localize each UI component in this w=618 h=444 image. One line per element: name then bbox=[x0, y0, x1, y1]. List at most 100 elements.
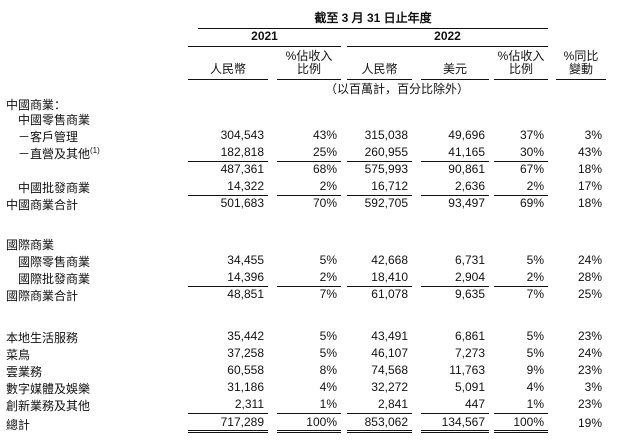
column-header-line: 人民幣 bbox=[361, 62, 398, 76]
value-cell: 60,558 bbox=[227, 363, 264, 377]
value-cell: 182,818 bbox=[188, 145, 268, 162]
table-row: 創新業務及其他 2,311 1% 2,841 447 1% 23% bbox=[0, 397, 606, 414]
value-cell: 2% bbox=[494, 270, 549, 287]
table-row: 國際商業合計 48,851 7% 61,078 9,635 7% 25% bbox=[0, 287, 606, 304]
column-header-pct-2021: %佔收入 比例 bbox=[277, 50, 341, 80]
value-cell: 16,712 bbox=[347, 179, 412, 196]
table-row: 總計 717,289 100% 853,062 134,567 100% 19% bbox=[0, 414, 606, 433]
column-header-usd-2022: 美元 bbox=[421, 63, 489, 80]
value-cell: 31,186 bbox=[227, 380, 264, 394]
row-label: 菜鳥 bbox=[0, 346, 188, 363]
table-row: 菜鳥 37,258 5% 46,107 7,273 5% 24% bbox=[0, 346, 606, 363]
row-label: 雲業務 bbox=[0, 363, 188, 380]
value-cell: 4% bbox=[526, 380, 545, 394]
year-group-row: 2021 2022 bbox=[0, 29, 606, 47]
value-cell: 260,955 bbox=[347, 145, 412, 162]
table-row: 487,361 68% 575,993 90,861 67% 18% bbox=[0, 162, 606, 179]
value-cell: 35,442 bbox=[227, 329, 264, 343]
row-label-text: 中國批發商業 bbox=[18, 181, 91, 195]
table-row: 國際批發商業 14,396 2% 18,410 2,904 2% 28% bbox=[0, 270, 606, 287]
section-label-row: 中國商業： bbox=[0, 98, 606, 113]
value-cell: 25% bbox=[577, 287, 603, 301]
value-cell: 2% bbox=[277, 179, 341, 196]
row-label: 國際商業 bbox=[0, 238, 188, 253]
row-label: 總計 bbox=[0, 414, 188, 433]
value-cell: 5% bbox=[319, 346, 337, 360]
row-label-text: 數字媒體及娛樂 bbox=[6, 382, 91, 396]
value-cell: 24% bbox=[577, 253, 603, 267]
year-group-2021: 2021 bbox=[188, 29, 341, 47]
row-label-text: 創新業務及其他 bbox=[6, 399, 91, 413]
value-cell: 487,361 bbox=[220, 162, 264, 176]
table-row: 雲業務 60,558 8% 74,568 11,763 9% 23% bbox=[0, 363, 606, 380]
footnote-marker: (1) bbox=[90, 146, 100, 155]
row-label-text: 國際商業 bbox=[6, 238, 55, 252]
value-cell: 5,091 bbox=[454, 380, 485, 394]
value-cell: 7,273 bbox=[454, 346, 485, 360]
value-cell: 7% bbox=[319, 287, 337, 301]
row-label: 中國商業合計 bbox=[0, 196, 188, 213]
value-cell: 17% bbox=[577, 179, 603, 193]
value-cell: 304,543 bbox=[220, 128, 264, 142]
row-label: 中國零售商業 bbox=[0, 113, 188, 128]
row-label-text: 國際商業合計 bbox=[6, 289, 79, 303]
value-cell: 9% bbox=[526, 363, 545, 377]
row-label-text: 雲業務 bbox=[6, 365, 43, 379]
value-cell: 8% bbox=[319, 363, 337, 377]
table-body: 中國商業： 中國零售商業 －客戶管理 304,543 43% 315,038 49,696 3… bbox=[0, 98, 606, 433]
value-cell: 43,491 bbox=[371, 329, 408, 343]
row-label-text: －直營及其他 bbox=[18, 147, 91, 161]
column-header-rmb-2022: 人民幣 bbox=[347, 63, 412, 80]
table-row: 數字媒體及娛樂 31,186 4% 32,272 5,091 4% 3% bbox=[0, 380, 606, 397]
value-cell: 41,165 bbox=[421, 145, 489, 162]
value-cell: 2,311 bbox=[188, 397, 268, 414]
value-cell: 5% bbox=[526, 253, 545, 267]
table-header: 截至 3 月 31 日止年度 2021 2022 人民幣 %佔收入 比例 人民幣 … bbox=[0, 5, 607, 98]
section-label-row: 中國零售商業 bbox=[0, 113, 606, 128]
value-cell: 24% bbox=[577, 346, 603, 360]
table-row: 本地生活服務 35,442 5% 43,491 6,861 5% 23% bbox=[0, 329, 606, 346]
value-cell: 2% bbox=[277, 270, 341, 287]
period-title: 截至 3 月 31 日止年度 bbox=[198, 11, 549, 29]
value-cell: 30% bbox=[494, 145, 549, 162]
value-cell: 18% bbox=[577, 196, 603, 210]
value-cell: 9,635 bbox=[454, 287, 485, 301]
value-cell: 42,668 bbox=[371, 253, 408, 267]
value-cell: 34,455 bbox=[227, 253, 264, 267]
column-header-line: %佔收入 bbox=[285, 49, 333, 63]
section-label-row: 國際商業 bbox=[0, 238, 606, 253]
value-cell: 69% bbox=[519, 196, 545, 210]
value-cell: 23% bbox=[577, 363, 603, 377]
row-label-text: 中國零售商業 bbox=[18, 113, 91, 127]
column-header-row: 人民幣 %佔收入 比例 人民幣 美元 %佔收入 比例 %同比 變動 bbox=[0, 47, 607, 80]
value-cell: 11,763 bbox=[449, 363, 485, 377]
row-label-text: 國際零售商業 bbox=[18, 255, 91, 269]
value-cell: 1% bbox=[494, 397, 549, 414]
value-cell: 19% bbox=[577, 416, 603, 430]
row-label-text: 國際批發商業 bbox=[18, 272, 91, 286]
value-cell: 315,038 bbox=[364, 128, 408, 142]
section-spacer bbox=[0, 213, 606, 238]
row-label: 中國批發商業 bbox=[0, 179, 188, 196]
unit-note: （以百萬計，百分比除外） bbox=[325, 82, 470, 96]
segment-revenue-table: 截至 3 月 31 日止年度 2021 2022 人民幣 %佔收入 比例 人民幣 … bbox=[0, 5, 607, 433]
column-header-pct-2022: %佔收入 比例 bbox=[494, 50, 549, 80]
table-row: －直營及其他(1) 182,818 25% 260,955 41,165 30% 43% bbox=[0, 145, 606, 162]
row-label: 國際零售商業 bbox=[0, 253, 188, 270]
value-cell: 61,078 bbox=[371, 287, 408, 301]
value-cell: 2,841 bbox=[347, 397, 412, 414]
title-row: 截至 3 月 31 日止年度 bbox=[0, 5, 606, 29]
column-header-line: 變動 bbox=[569, 62, 594, 76]
value-cell: 18,410 bbox=[347, 270, 412, 287]
value-cell: 5% bbox=[319, 253, 337, 267]
value-cell: 6,861 bbox=[454, 329, 485, 343]
column-header-line: 美元 bbox=[442, 62, 467, 76]
value-cell: 28% bbox=[577, 270, 603, 284]
value-cell: 5% bbox=[526, 329, 545, 343]
row-label-text: 中國商業合計 bbox=[6, 198, 79, 212]
value-cell: 7% bbox=[526, 287, 545, 301]
value-cell: 67% bbox=[519, 162, 545, 176]
value-cell: 2,904 bbox=[421, 270, 489, 287]
row-label-text: －客戶管理 bbox=[18, 130, 79, 144]
